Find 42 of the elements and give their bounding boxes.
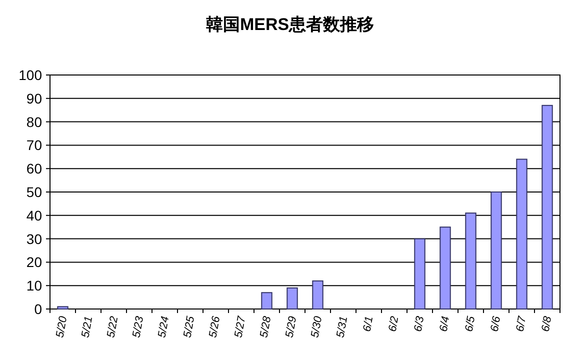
y-tick-label: 20: [26, 254, 42, 270]
y-tick-label: 70: [26, 137, 42, 154]
bar: [490, 192, 502, 310]
y-tick-label: 60: [26, 160, 42, 177]
x-tick-label: 5/31: [334, 315, 350, 339]
x-tick-label: 5/24: [156, 315, 172, 339]
bar: [516, 158, 528, 310]
y-tick-label: 0: [34, 301, 42, 317]
x-tick-label: 5/27: [232, 314, 248, 339]
y-tick-label: 50: [26, 184, 42, 200]
bar: [286, 287, 298, 310]
y-tick-label: 80: [26, 114, 42, 130]
y-tick-label: 30: [26, 230, 42, 247]
x-tick-label: 5/29: [284, 315, 300, 339]
x-tick-label: 5/21: [80, 315, 96, 339]
x-tick-label: 5/23: [130, 314, 146, 339]
y-tick-label: 10: [26, 278, 42, 294]
bar: [414, 238, 426, 310]
x-tick-label: 6/4: [438, 315, 452, 333]
bar: [440, 226, 451, 310]
x-tick-label: 5/26: [207, 314, 223, 339]
y-tick-label: 90: [26, 90, 42, 106]
x-tick-label: 5/22: [105, 315, 121, 339]
bar: [57, 306, 68, 310]
bar: [312, 280, 324, 310]
y-tick-label: 40: [26, 207, 42, 224]
x-tick-label: 5/20: [54, 314, 70, 339]
x-tick-label: 6/7: [514, 314, 529, 333]
chart-title: 韓国MERS患者数推移: [206, 15, 374, 34]
x-tick-label: 5/30: [309, 314, 325, 339]
bar: [465, 212, 476, 310]
x-tick-label: 6/8: [540, 314, 554, 333]
x-tick-label: 6/2: [386, 315, 402, 333]
x-tick-label: 6/5: [463, 314, 478, 333]
bar: [261, 292, 272, 310]
x-tick-label: 5/28: [258, 314, 274, 339]
x-tick-label: 5/25: [182, 314, 198, 339]
x-tick-label: 6/6: [488, 314, 504, 333]
x-tick-label: 6/1: [361, 315, 376, 333]
y-tick-label: 100: [18, 67, 42, 83]
x-tick-label: 6/3: [412, 314, 427, 333]
bar: [542, 104, 553, 310]
